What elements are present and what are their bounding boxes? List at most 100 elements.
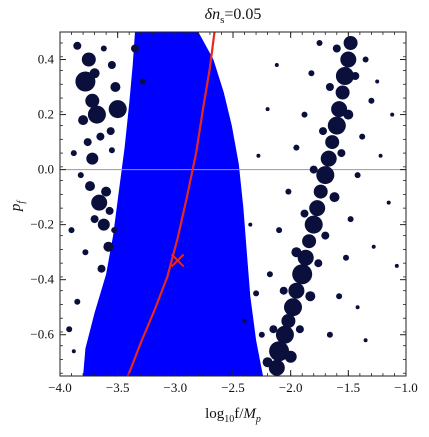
data-point: [321, 231, 330, 240]
data-point: [291, 247, 302, 258]
data-point: [368, 97, 375, 104]
data-point: [293, 144, 300, 151]
data-point: [320, 150, 337, 167]
data-point: [75, 71, 96, 92]
data-point: [87, 105, 106, 124]
data-point: [83, 138, 92, 147]
data-point: [325, 83, 334, 91]
data-point: [77, 172, 84, 179]
data-point: [110, 82, 121, 92]
data-point: [304, 215, 323, 234]
data-point: [103, 241, 114, 252]
y-tick-label: 0.2: [38, 107, 54, 122]
data-point: [302, 234, 317, 249]
data-point: [343, 254, 349, 261]
confidence-band: [83, 32, 263, 376]
data-point: [326, 331, 333, 338]
data-point: [276, 227, 283, 234]
data-point: [301, 111, 308, 118]
data-point: [107, 61, 116, 69]
data-point: [378, 153, 383, 158]
xlabel-f: f/: [234, 406, 244, 422]
data-point: [74, 298, 81, 305]
data-point: [394, 263, 399, 268]
data-point: [78, 115, 89, 126]
data-point: [390, 112, 395, 117]
data-point: [275, 325, 294, 344]
data-point: [86, 152, 99, 165]
data-point: [96, 132, 105, 141]
data-point: [262, 357, 273, 368]
data-point: [97, 218, 110, 231]
data-point: [331, 101, 348, 118]
data-point: [105, 206, 114, 215]
data-point: [371, 244, 376, 249]
data-point: [279, 286, 288, 295]
data-point: [308, 70, 315, 77]
data-point: [66, 326, 73, 333]
data-point: [269, 325, 278, 334]
ylabel-sub: f: [16, 200, 27, 204]
data-point: [242, 319, 247, 323]
data-point: [89, 68, 100, 79]
data-point: [332, 44, 341, 53]
data-point: [375, 79, 380, 84]
data-point: [343, 36, 358, 50]
title-rest: =0.05: [224, 6, 261, 23]
x-tick-label: −2.0: [279, 380, 303, 395]
data-point: [81, 52, 96, 67]
data-point: [362, 56, 369, 63]
data-point: [363, 338, 368, 343]
data-point: [258, 331, 265, 338]
data-point: [359, 133, 366, 140]
data-point: [101, 186, 112, 197]
xlabel-msub: p: [255, 414, 261, 425]
data-point: [292, 264, 313, 285]
data-point: [354, 172, 361, 179]
data-point: [70, 150, 77, 157]
data-point: [265, 107, 270, 112]
data-point: [71, 349, 76, 354]
x-tick-label: −3.0: [164, 380, 188, 395]
data-point: [108, 100, 127, 119]
data-point: [68, 227, 75, 234]
title-sub: s: [220, 14, 224, 26]
data-point: [351, 72, 360, 80]
data-point: [343, 109, 354, 120]
data-point: [335, 67, 354, 85]
x-tick-label: −1.5: [337, 380, 361, 395]
y-tick-label: −0.6: [30, 327, 54, 342]
data-point: [327, 116, 346, 135]
xlabel-m: M: [242, 406, 257, 422]
data-point: [90, 215, 99, 224]
x-tick-label: −3.5: [106, 380, 130, 395]
data-point: [268, 359, 285, 376]
data-point: [309, 200, 326, 217]
data-point: [256, 153, 261, 158]
data-point: [108, 147, 115, 154]
y-tick-label: 0.4: [38, 52, 55, 67]
y-axis-label: pf: [8, 200, 27, 213]
data-point: [281, 314, 296, 328]
data-point: [313, 184, 328, 199]
data-point: [336, 293, 343, 300]
y-tick-label: −0.2: [30, 217, 54, 232]
data-point: [319, 127, 327, 136]
data-point: [140, 78, 146, 85]
title-main: δn: [205, 6, 220, 23]
data-point: [355, 305, 360, 310]
data-point: [253, 290, 260, 297]
data-point: [295, 325, 304, 334]
data-point: [248, 222, 253, 227]
plot-area: [60, 32, 406, 376]
data-point: [285, 188, 292, 195]
data-point: [269, 341, 290, 362]
x-tick-label: −1.0: [394, 380, 418, 395]
data-point: [106, 127, 115, 136]
x-tick-label: −4.0: [48, 380, 72, 395]
data-point: [97, 264, 106, 273]
xlabel-log: log: [205, 406, 225, 422]
data-point: [316, 166, 335, 185]
data-point: [297, 249, 314, 266]
